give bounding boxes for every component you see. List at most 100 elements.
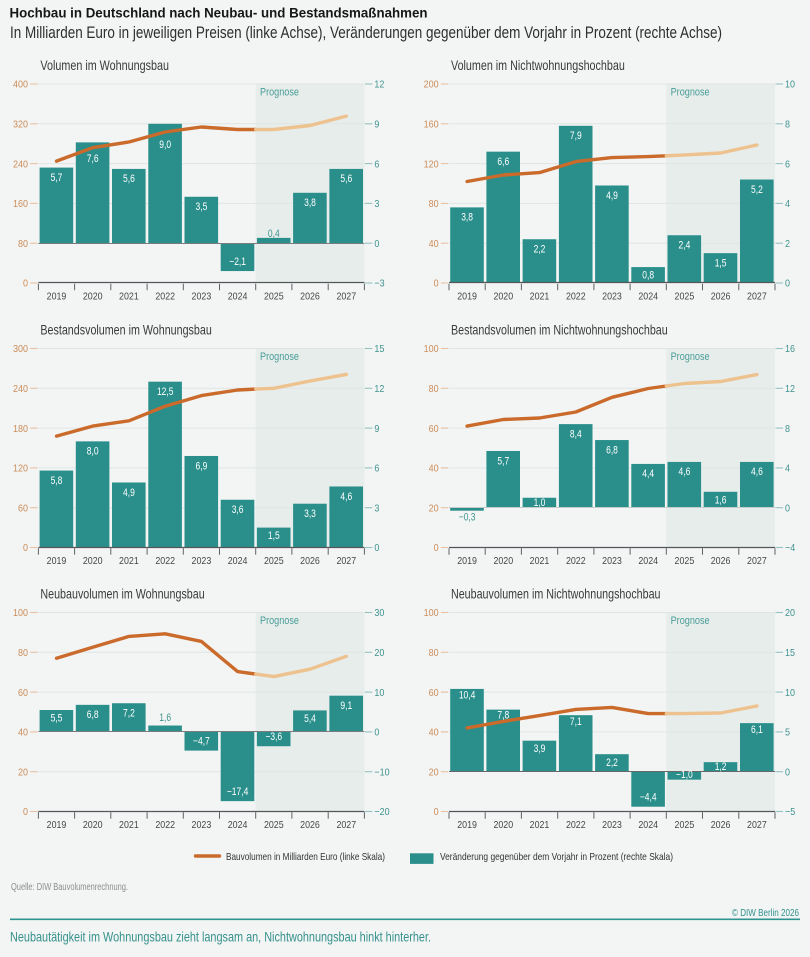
svg-text:16: 16: [785, 344, 795, 355]
svg-text:2021: 2021: [530, 820, 550, 831]
svg-text:© DIW Berlin 2026: © DIW Berlin 2026: [732, 908, 799, 919]
svg-text:2021: 2021: [530, 556, 550, 567]
svg-text:2025: 2025: [264, 556, 284, 567]
svg-text:2023: 2023: [192, 820, 212, 831]
svg-text:3,8: 3,8: [461, 212, 473, 224]
svg-text:20: 20: [429, 503, 439, 514]
svg-text:3,5: 3,5: [196, 201, 208, 213]
svg-text:1,2: 1,2: [715, 761, 727, 773]
svg-text:240: 240: [13, 159, 28, 170]
svg-text:2026: 2026: [300, 556, 320, 567]
svg-text:In Milliarden Euro in jeweilig: In Milliarden Euro in jeweiligen Preisen…: [10, 23, 722, 42]
svg-text:12: 12: [785, 384, 795, 395]
svg-text:Hochbau in Deutschland nach Ne: Hochbau in Deutschland nach Neubau- und …: [10, 6, 428, 21]
svg-text:40: 40: [429, 464, 439, 475]
svg-text:−20: −20: [374, 807, 389, 818]
svg-text:7,2: 7,2: [123, 708, 135, 720]
svg-text:−3: −3: [374, 279, 384, 290]
svg-text:15: 15: [374, 344, 384, 355]
svg-text:2021: 2021: [119, 556, 139, 567]
svg-text:2025: 2025: [675, 556, 695, 567]
svg-text:2022: 2022: [566, 556, 586, 567]
svg-text:10,4: 10,4: [459, 690, 476, 702]
svg-text:2025: 2025: [675, 820, 695, 831]
svg-text:2022: 2022: [155, 556, 175, 567]
svg-text:2025: 2025: [264, 292, 284, 303]
svg-text:Bestandsvolumen im Wohnungsbau: Bestandsvolumen im Wohnungsbau: [40, 321, 211, 337]
svg-text:2019: 2019: [457, 820, 477, 831]
svg-text:4,9: 4,9: [606, 190, 618, 202]
svg-text:2024: 2024: [638, 820, 658, 831]
svg-text:2019: 2019: [457, 556, 477, 567]
svg-text:2027: 2027: [336, 556, 356, 567]
svg-text:2020: 2020: [493, 820, 513, 831]
svg-text:−5: −5: [785, 807, 795, 818]
svg-text:10: 10: [374, 688, 384, 699]
svg-text:2024: 2024: [228, 556, 248, 567]
svg-text:3,3: 3,3: [304, 508, 316, 520]
svg-text:40: 40: [18, 728, 28, 739]
svg-text:8: 8: [785, 424, 790, 435]
svg-text:Prognose: Prognose: [260, 87, 299, 99]
svg-text:−2,1: −2,1: [229, 256, 246, 268]
svg-text:4,6: 4,6: [679, 466, 691, 478]
svg-text:4: 4: [785, 464, 790, 475]
svg-text:2,4: 2,4: [679, 240, 691, 252]
svg-text:2024: 2024: [638, 556, 658, 567]
svg-text:200: 200: [424, 80, 439, 91]
svg-text:120: 120: [13, 464, 28, 475]
svg-text:2021: 2021: [119, 292, 139, 303]
svg-text:Prognose: Prognose: [671, 351, 710, 363]
svg-text:0: 0: [374, 543, 379, 554]
svg-text:5,6: 5,6: [340, 173, 352, 185]
svg-text:5,8: 5,8: [51, 475, 63, 487]
svg-text:100: 100: [424, 344, 439, 355]
svg-text:5,7: 5,7: [497, 455, 509, 467]
svg-text:1,5: 1,5: [268, 530, 280, 542]
svg-text:2019: 2019: [47, 556, 67, 567]
svg-text:2023: 2023: [192, 292, 212, 303]
svg-text:0: 0: [785, 279, 790, 290]
svg-text:100: 100: [424, 608, 439, 619]
svg-text:1,0: 1,0: [534, 497, 546, 509]
svg-text:40: 40: [429, 239, 439, 250]
svg-text:10: 10: [785, 80, 795, 91]
svg-text:2019: 2019: [47, 292, 67, 303]
svg-text:2025: 2025: [675, 292, 695, 303]
svg-text:Neubautätigkeit im Wohnungsbau: Neubautätigkeit im Wohnungsbau zieht lan…: [10, 929, 431, 945]
svg-text:9: 9: [374, 120, 379, 131]
svg-text:400: 400: [13, 80, 28, 91]
svg-text:4,6: 4,6: [751, 466, 763, 478]
svg-text:2020: 2020: [83, 556, 103, 567]
svg-text:80: 80: [429, 199, 439, 210]
svg-text:2: 2: [785, 239, 790, 250]
svg-text:2,2: 2,2: [534, 244, 546, 256]
svg-text:80: 80: [18, 239, 28, 250]
svg-text:0,8: 0,8: [642, 270, 654, 282]
svg-text:Volumen im Wohnungsbau: Volumen im Wohnungsbau: [40, 57, 169, 73]
svg-text:2021: 2021: [119, 820, 139, 831]
svg-text:0: 0: [434, 543, 439, 554]
svg-text:5: 5: [785, 728, 790, 739]
svg-text:2019: 2019: [47, 820, 67, 831]
svg-text:100: 100: [13, 608, 28, 619]
svg-text:4: 4: [785, 199, 790, 210]
svg-text:30: 30: [374, 608, 384, 619]
svg-text:0: 0: [23, 807, 28, 818]
svg-text:Veränderung gegenüber dem Vorj: Veränderung gegenüber dem Vorjahr in Pro…: [440, 852, 673, 863]
svg-text:−10: −10: [374, 767, 389, 778]
svg-text:6,8: 6,8: [606, 444, 618, 456]
svg-text:6: 6: [785, 159, 790, 170]
svg-text:4,9: 4,9: [123, 487, 135, 499]
svg-text:12: 12: [374, 384, 384, 395]
svg-text:0: 0: [23, 543, 28, 554]
svg-text:2022: 2022: [155, 292, 175, 303]
svg-text:15: 15: [785, 648, 795, 659]
svg-text:3: 3: [374, 503, 379, 514]
svg-text:0: 0: [434, 807, 439, 818]
svg-text:5,7: 5,7: [51, 172, 63, 184]
svg-text:2022: 2022: [566, 292, 586, 303]
svg-text:10: 10: [785, 688, 795, 699]
svg-text:80: 80: [429, 648, 439, 659]
svg-text:160: 160: [13, 199, 28, 210]
